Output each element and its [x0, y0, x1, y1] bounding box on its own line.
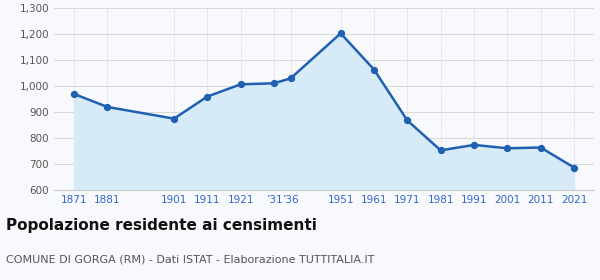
Point: [236, 82, 245, 87]
Point: [336, 31, 346, 36]
Point: [269, 81, 279, 85]
Point: [203, 94, 212, 99]
Point: [69, 92, 79, 96]
Point: [503, 146, 512, 151]
Point: [569, 165, 579, 170]
Point: [436, 148, 445, 153]
Text: COMUNE DI GORGA (RM) - Dati ISTAT - Elaborazione TUTTITALIA.IT: COMUNE DI GORGA (RM) - Dati ISTAT - Elab…: [6, 255, 374, 265]
Point: [103, 105, 112, 109]
Point: [169, 116, 179, 121]
Point: [536, 145, 545, 150]
Point: [286, 76, 295, 81]
Point: [469, 143, 479, 147]
Point: [403, 118, 412, 123]
Text: Popolazione residente ai censimenti: Popolazione residente ai censimenti: [6, 218, 317, 234]
Point: [369, 67, 379, 72]
